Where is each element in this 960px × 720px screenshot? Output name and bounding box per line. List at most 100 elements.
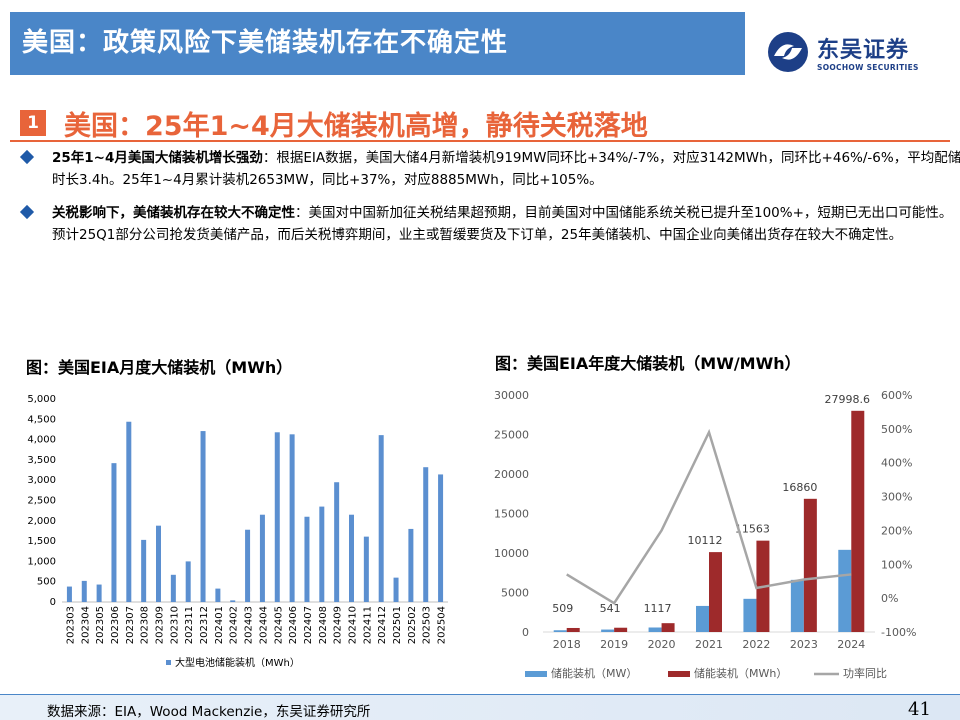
bar: [96, 584, 102, 602]
bar-mw: [553, 630, 567, 632]
x-tick-label: 202402: [229, 606, 240, 644]
y-tick-label: 1,000: [27, 556, 56, 567]
bar-mw: [601, 629, 615, 632]
x-tick-label: 202305: [95, 606, 106, 644]
bar: [363, 536, 369, 602]
bullet-heading: 25年1~4月美国大储装机增长强劲: [52, 150, 263, 166]
bar-mwh: [566, 627, 580, 632]
y2-tick-label: 0%: [881, 592, 898, 605]
section-title: 美国：25年1~4月大储装机高增，静待关税落地: [64, 111, 648, 142]
x-tick-label: 202303: [65, 606, 76, 644]
bar: [126, 421, 132, 602]
bullet-body: ：美国对中国新加征关税结果超预期，目前美国对中国储能系统关税已提升至100%+，…: [52, 205, 953, 243]
x-tick-label: 202502: [407, 606, 418, 644]
x-tick-label: 202411: [362, 606, 373, 644]
header-bar: [10, 12, 745, 75]
legend-swatch: [525, 671, 547, 677]
bar-mwh: [803, 498, 817, 632]
x-tick-label: 2023: [790, 638, 818, 651]
y-tick-label: 20000: [494, 468, 529, 481]
section-number: 1: [20, 110, 46, 136]
bar-mw: [743, 598, 757, 632]
bar: [200, 431, 206, 602]
x-tick-label: 202406: [288, 606, 299, 644]
x-tick-label: 2024: [837, 638, 865, 651]
y-tick-label: 500: [37, 577, 56, 588]
x-tick-label: 2018: [553, 638, 581, 651]
data-label: 541: [600, 602, 621, 615]
bar: [141, 539, 147, 602]
x-tick-label: 2020: [648, 638, 676, 651]
bar: [438, 474, 444, 602]
bar: [259, 514, 265, 602]
legend-label: 功率同比: [843, 666, 887, 680]
bar: [393, 577, 399, 602]
legend-label: 储能装机（MW）: [551, 666, 637, 680]
bar: [334, 482, 340, 602]
x-tick-label: 202412: [377, 606, 388, 644]
bar-mw: [838, 549, 852, 632]
x-tick-label: 202501: [392, 606, 403, 644]
y-tick-label: 5,000: [27, 394, 56, 405]
x-tick-label: 202409: [333, 606, 344, 644]
y-tick-label: 2,500: [27, 496, 56, 507]
y-tick-label: 4,500: [27, 414, 56, 425]
y2-tick-label: 500%: [881, 423, 912, 436]
bar: [185, 561, 191, 602]
bar: [111, 463, 117, 602]
legend-swatch: [166, 660, 171, 665]
bar-mwh: [851, 410, 865, 632]
y2-tick-label: 100%: [881, 558, 912, 571]
legend-label: 大型电池储能装机（MWh）: [175, 656, 300, 669]
x-tick-label: 202408: [318, 606, 329, 644]
bar-mw: [790, 579, 804, 632]
bar: [66, 586, 72, 602]
logo-subtitle: SOOCHOW SECURITIES: [817, 63, 919, 72]
bullet-body: ：根据EIA数据，美国大储4月新增装机919MW同环比+34%/-7%，对应31…: [52, 150, 960, 188]
y-tick-label: 10000: [494, 547, 529, 560]
bar-mwh: [614, 627, 628, 632]
bullet-point: 关税影响下，美储装机存在较大不确定性：美国对中国新加征关税结果超预期，目前美国对…: [19, 202, 960, 246]
bar: [319, 506, 325, 602]
y-tick-label: 30000: [494, 389, 529, 402]
bar: [230, 600, 236, 602]
bullet-text: 25年1~4月美国大储装机增长强劲：根据EIA数据，美国大储4月新增装机919M…: [52, 147, 960, 191]
bullet-point: 25年1~4月美国大储装机增长强劲：根据EIA数据，美国大储4月新增装机919M…: [19, 147, 960, 191]
y2-tick-label: 300%: [881, 491, 912, 504]
y2-tick-label: 200%: [881, 524, 912, 537]
bullet-heading: 关税影响下，美储装机存在较大不确定性: [52, 205, 295, 221]
bar-mwh: [661, 623, 675, 632]
data-label: 1117: [644, 602, 672, 615]
footer-source: 数据来源：EIA，Wood Mackenzie，东吴证券研究所: [47, 704, 371, 720]
x-tick-label: 202307: [125, 606, 136, 644]
line-series-yoy: [566, 428, 852, 605]
bar-mwh: [709, 552, 722, 632]
x-tick-label: 202503: [422, 606, 433, 644]
x-tick-label: 202308: [140, 606, 151, 644]
y-tick-label: 1,500: [27, 536, 56, 547]
y2-tick-label: -100%: [881, 626, 916, 639]
annual-chart-title: 图：美国EIA年度大储装机（MW/MWh）: [495, 354, 801, 373]
data-label: 16860: [782, 481, 817, 494]
x-tick-label: 202309: [155, 606, 166, 644]
section-divider: [10, 140, 950, 142]
y-tick-label: 2,000: [27, 516, 56, 527]
x-tick-label: 202410: [348, 606, 359, 644]
y-tick-label: 25000: [494, 429, 529, 442]
x-tick-label: 202306: [110, 606, 121, 644]
bar: [170, 574, 176, 602]
bar: [408, 528, 414, 602]
y2-tick-label: 600%: [881, 389, 912, 402]
bullet-text: 关税影响下，美储装机存在较大不确定性：美国对中国新加征关税结果超预期，目前美国对…: [52, 202, 960, 246]
bar: [274, 432, 280, 602]
y2-tick-label: 400%: [881, 457, 912, 470]
monthly-chart-title: 图：美国EIA月度大储装机（MWh）: [26, 358, 293, 377]
bar: [156, 525, 161, 602]
logo-mark-icon: [768, 32, 808, 72]
bar-mw: [696, 605, 709, 632]
y-tick-label: 3,500: [27, 455, 56, 466]
bar: [245, 529, 251, 602]
page-title: 美国：政策风险下美储装机存在不确定性: [22, 28, 509, 58]
logo-name: 东吴证券: [817, 38, 910, 63]
x-tick-label: 202312: [199, 606, 210, 644]
